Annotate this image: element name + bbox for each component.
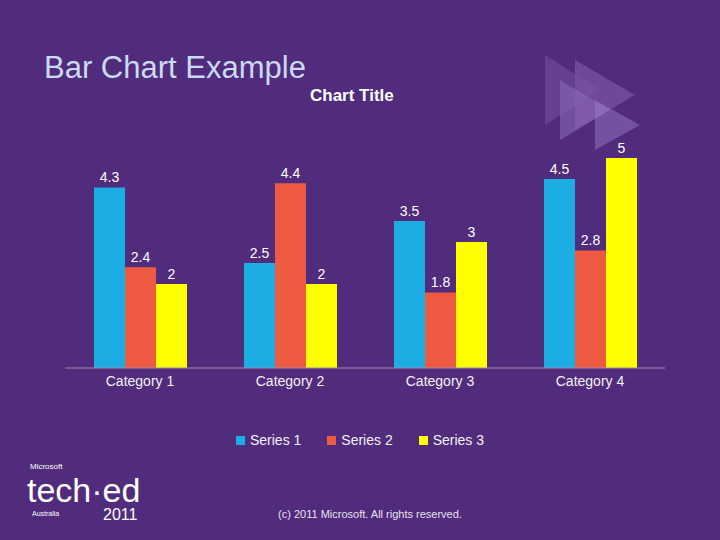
svg-text:Category 3: Category 3 xyxy=(406,373,475,389)
html-text:Chart Title: Chart Title xyxy=(310,86,394,105)
svg-text:2.5: 2.5 xyxy=(250,245,270,261)
svg-text:Category 4: Category 4 xyxy=(556,373,625,389)
svg-text:4.5: 4.5 xyxy=(550,161,570,177)
html-text:(c) 2011 Microsoft. All rights: (c) 2011 Microsoft. All rights reserved. xyxy=(278,508,462,520)
svg-text:4.4: 4.4 xyxy=(281,165,301,181)
svg-text:3.5: 3.5 xyxy=(400,203,420,219)
svg-text:5: 5 xyxy=(618,140,626,156)
html-text:tech·ed: tech·ed xyxy=(27,471,141,509)
html-text:Bar Chart Example: Bar Chart Example xyxy=(44,50,306,85)
html-text:Series 3: Series 3 xyxy=(432,432,484,448)
svg-text:2.8: 2.8 xyxy=(581,232,601,248)
svg-text:2: 2 xyxy=(168,266,176,282)
html-text:Series 1: Series 1 xyxy=(250,432,302,448)
svg-text:2.4: 2.4 xyxy=(131,249,151,265)
html-text:Australia: Australia xyxy=(32,510,60,517)
svg-text:3: 3 xyxy=(468,224,476,240)
html-text:2011: 2011 xyxy=(103,506,138,523)
html-text:Microsoft: Microsoft xyxy=(30,462,63,471)
svg-text:Category 1: Category 1 xyxy=(106,373,175,389)
svg-text:Category 2: Category 2 xyxy=(256,373,325,389)
svg-text:4.3: 4.3 xyxy=(100,169,120,185)
svg-text:2: 2 xyxy=(318,266,326,282)
html-text:Series 2: Series 2 xyxy=(341,432,393,448)
svg-text:1.8: 1.8 xyxy=(431,274,451,290)
